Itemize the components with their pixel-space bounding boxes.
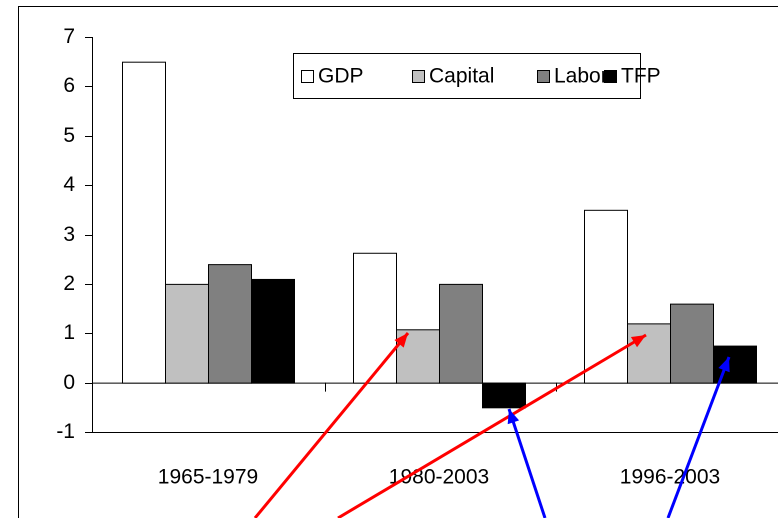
legend-label: GDP [318,65,364,88]
arrow-head [718,357,730,373]
bar [122,61,166,384]
legend-swatch [301,70,314,83]
bar [353,252,397,384]
bar [584,209,628,384]
y-tick-label: 6 [63,74,75,97]
annotation-arrow [666,356,731,518]
chart-frame [18,6,778,518]
y-tick-label: 1 [63,321,75,344]
bar [165,283,209,384]
legend-swatch [537,70,550,83]
x-tick-label: 1980-2003 [389,466,489,489]
y-tick-label: 2 [63,272,75,295]
bar [208,264,252,384]
y-tick-label: 0 [63,371,75,394]
y-tick-label: 3 [63,223,75,246]
bar [439,283,483,384]
legend-label: TFP [621,65,661,88]
arrow-head [394,333,408,348]
x-tick-label: 1996-2003 [620,466,720,489]
y-tick-label: -1 [56,420,75,443]
annotation-arrow [253,332,410,518]
legend-label: Capital [429,65,494,88]
legend: GDP Capital Labor TFP [293,53,661,99]
annotation-arrow [507,408,547,518]
y-tick-label: 4 [63,173,75,196]
bar [396,329,440,384]
annotation-arrow [337,333,647,518]
x-tick-label: 1965-1979 [158,466,258,489]
bar [482,382,526,409]
legend-box [293,53,641,99]
bar [627,323,671,384]
legend-swatch [412,70,425,83]
legend-swatch [604,70,617,83]
y-tick-label: 7 [63,25,75,48]
y-tick-label: 5 [63,124,75,147]
bar [670,303,714,384]
bar [251,278,295,384]
legend-label: Labor [554,65,608,88]
arrow-head [507,409,520,425]
arrow-head [630,335,646,348]
